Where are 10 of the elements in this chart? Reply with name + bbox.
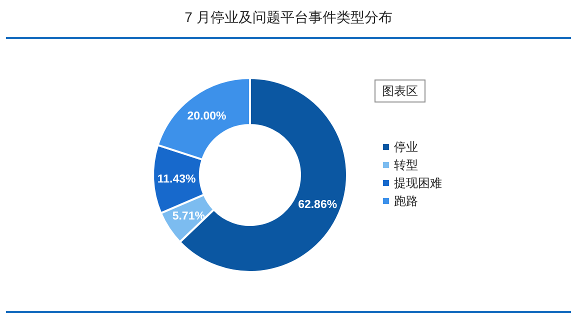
legend-label: 转型 (394, 158, 418, 172)
data-label: 62.86% (298, 198, 338, 211)
legend-label: 跑路 (394, 194, 418, 208)
text: 图表区 (382, 84, 418, 98)
chart-title: 7 月停业及问题平台事件类型分布 (184, 9, 392, 25)
legend-label: 停业 (394, 140, 418, 154)
legend-label: 提现困难 (394, 176, 442, 190)
data-label: 5.71% (172, 210, 205, 222)
data-label: 20.00% (187, 110, 226, 123)
data-label: 11.43% (157, 173, 196, 186)
